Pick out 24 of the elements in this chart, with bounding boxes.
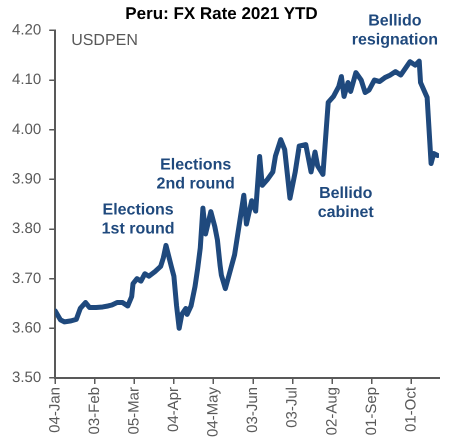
x-tick-label: 01-Oct bbox=[402, 386, 420, 432]
annotation: Bellido resignation bbox=[352, 12, 438, 48]
annotation: Bellido cabinet bbox=[318, 185, 374, 222]
annotation: Elections 2nd round bbox=[156, 156, 235, 193]
x-tick-label: 04-Jan bbox=[46, 386, 64, 433]
annotation: Elections 1st round bbox=[102, 202, 175, 238]
x-tick-label: 03-Jun bbox=[244, 386, 262, 433]
y-tick-label: 3.90 bbox=[12, 170, 42, 188]
x-tick-label: 04-Apr bbox=[165, 386, 182, 432]
y-tick-label: 3.50 bbox=[12, 369, 42, 386]
x-tick-label: 03-Feb bbox=[86, 386, 103, 435]
y-axis-title: USDPEN bbox=[71, 32, 138, 49]
x-tick-label: 01-Sep bbox=[362, 386, 380, 436]
y-tick-label: 3.60 bbox=[12, 319, 42, 336]
y-tick-label: 4.00 bbox=[12, 120, 42, 138]
x-tick-label: 04-May bbox=[204, 386, 222, 438]
chart-title: Peru: FX Rate 2021 YTD bbox=[125, 4, 318, 23]
x-tick-label: 03-Jul bbox=[284, 386, 301, 428]
y-tick-label: 3.80 bbox=[12, 220, 42, 238]
y-tick-label: 4.20 bbox=[12, 22, 42, 39]
x-tick-label: 02-Aug bbox=[323, 386, 340, 436]
y-tick-label: 3.70 bbox=[12, 270, 42, 287]
x-tick-label: 05-Mar bbox=[125, 386, 142, 434]
y-tick-label: 4.10 bbox=[12, 71, 42, 88]
